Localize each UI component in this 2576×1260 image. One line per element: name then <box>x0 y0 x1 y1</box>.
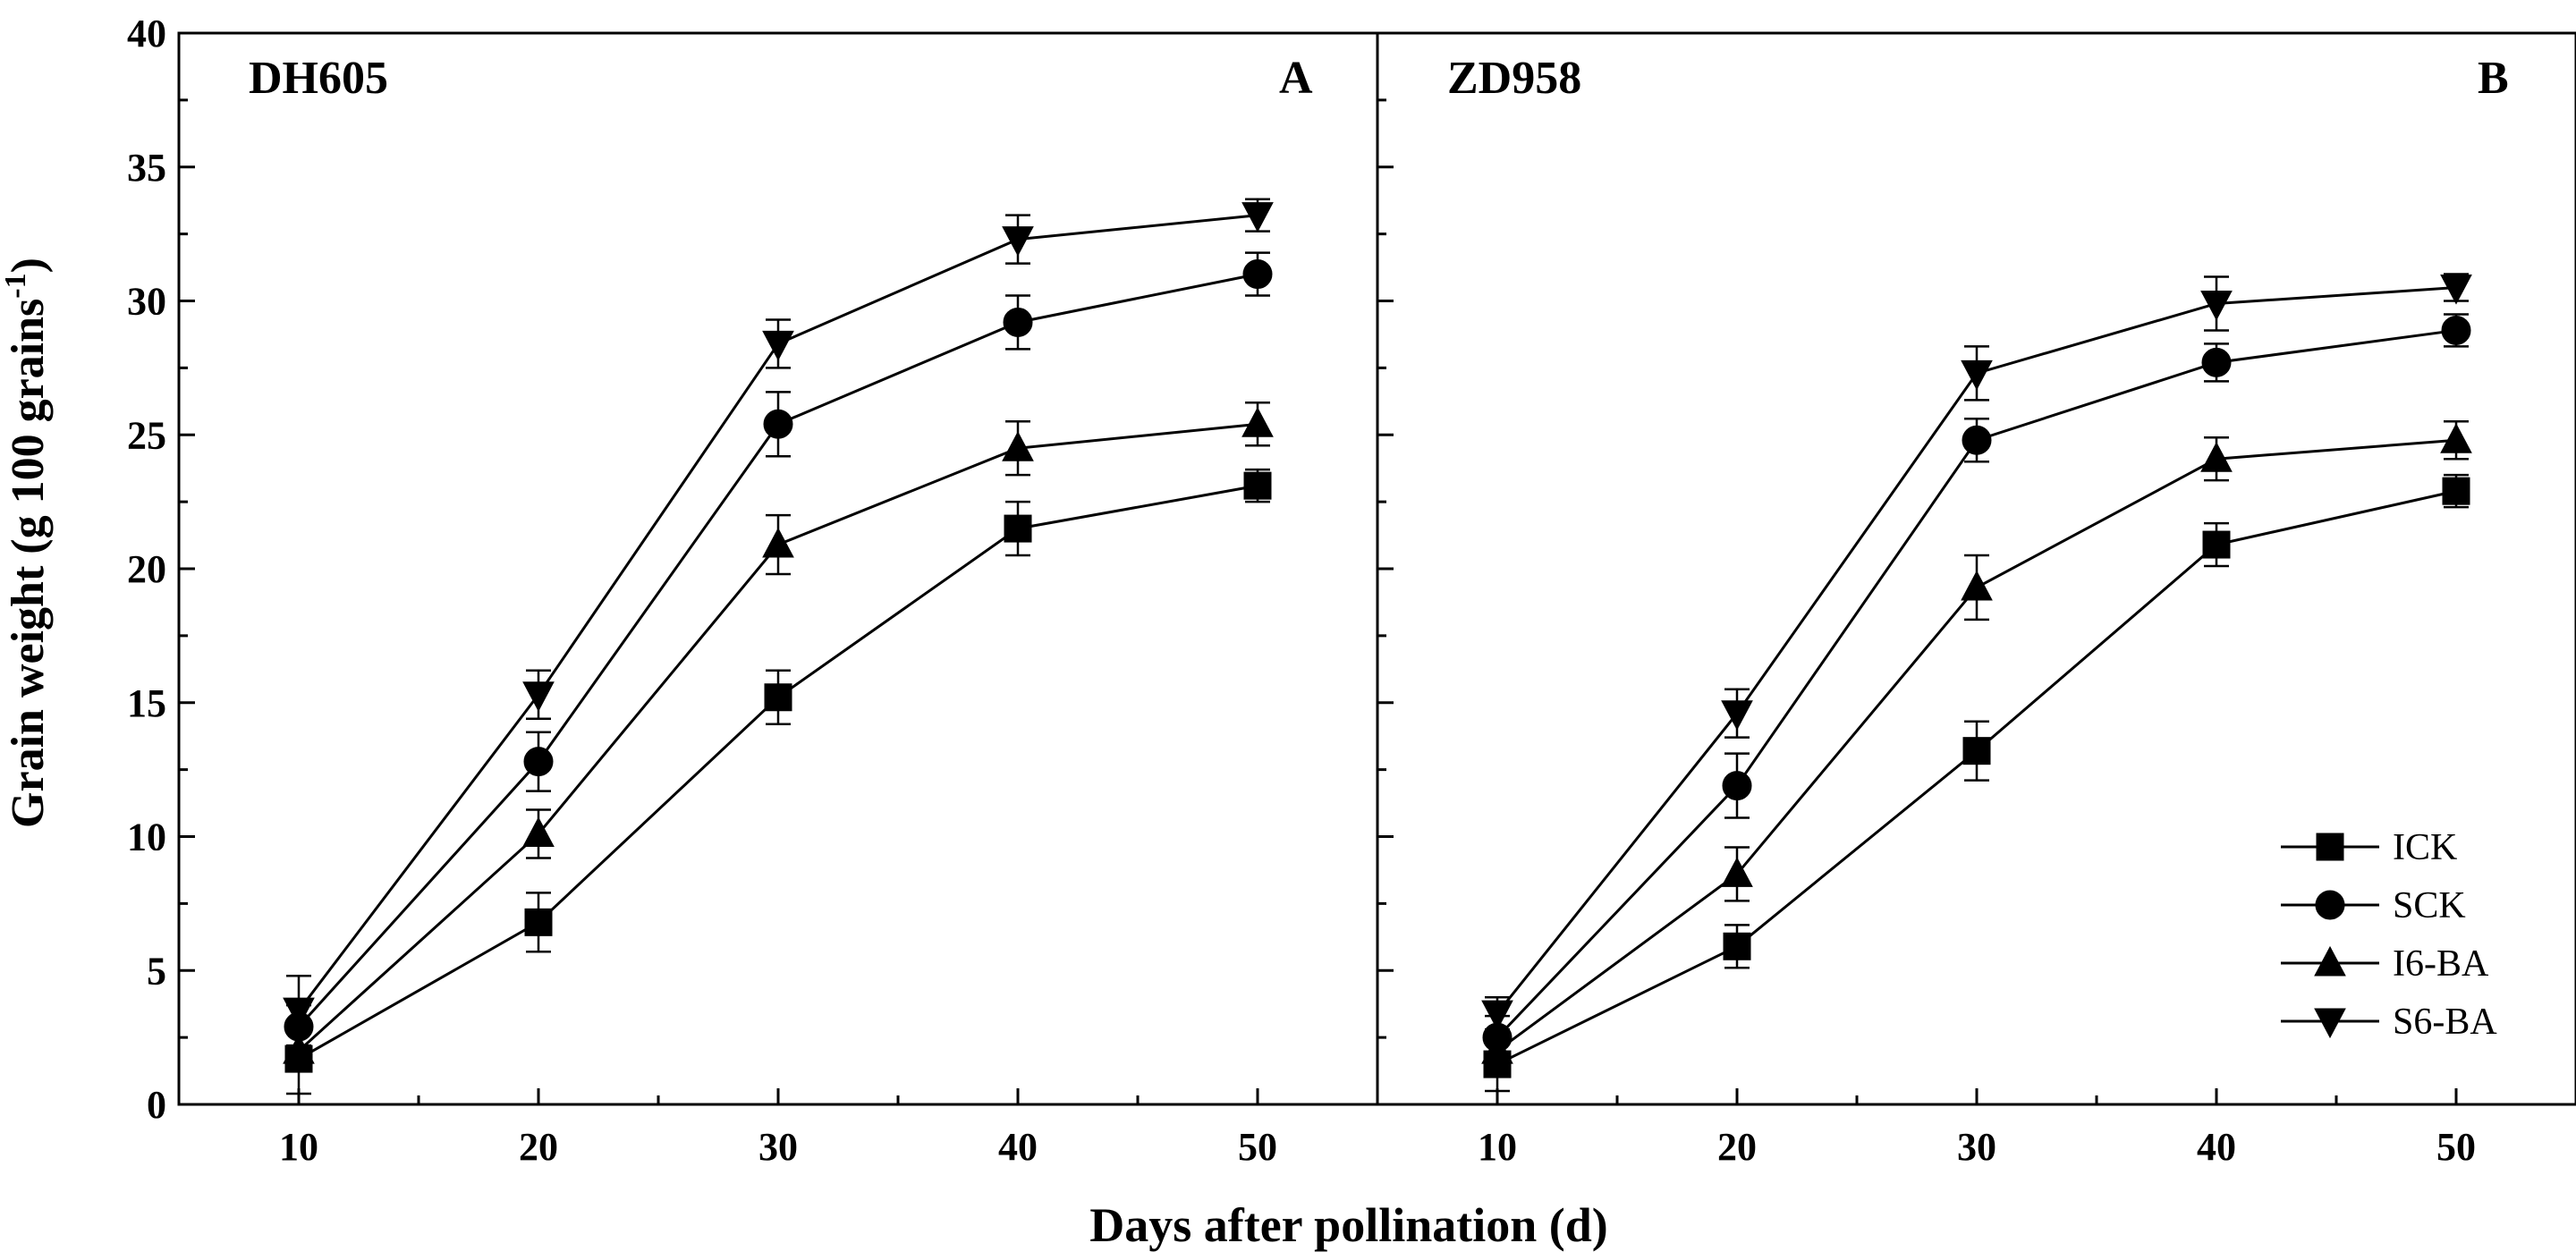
axis-ticks <box>179 31 2458 1106</box>
y-tick-label: 10 <box>127 816 166 859</box>
data-point <box>522 681 555 712</box>
data-point <box>2201 347 2232 377</box>
labels-layer: 0 5 10 15 20 25 30 35 40 10 20 30 40 50 DH605 A 10 20 30 40… <box>127 12 2509 1169</box>
data-point <box>1481 1000 1513 1031</box>
legend-item-i6-ba: I6-BA <box>2281 943 2489 985</box>
y-tick-label: 25 <box>127 413 166 457</box>
data-point <box>2442 477 2470 505</box>
data-point <box>1961 359 1993 391</box>
legend-marker <box>2314 945 2346 977</box>
data-point <box>1243 471 1272 500</box>
data-point <box>1962 737 1991 765</box>
data-point <box>283 1034 315 1064</box>
y-tick-label: 20 <box>127 547 166 591</box>
x-axis-label: Days after pollination (d) <box>1089 1198 1608 1252</box>
panel-title: DH605 <box>249 53 388 104</box>
panel-letter: B <box>2478 53 2509 104</box>
series-layer <box>283 198 2472 1095</box>
data-point <box>1241 407 1274 437</box>
data-point <box>762 527 794 558</box>
legend-label: SCK <box>2393 885 2466 926</box>
data-point <box>2441 315 2471 345</box>
data-point <box>1721 700 1753 731</box>
x-tick-label: 50 <box>2436 1125 2476 1169</box>
series-s6-ba <box>283 198 1274 1047</box>
x-tick-label: 10 <box>279 1125 318 1169</box>
legend-marker <box>2315 890 2345 920</box>
data-point <box>283 997 315 1028</box>
legend: ICK SCK I6-BA S6-BA <box>2281 827 2497 1043</box>
data-point <box>1721 857 1753 887</box>
x-tick-label: 40 <box>998 1125 1038 1169</box>
y-axis-label: Grain weight (g 100 grains-1) <box>0 258 54 828</box>
data-point <box>1962 425 1992 455</box>
panel-letter: A <box>1279 53 1313 104</box>
series-s6-ba <box>1481 273 2472 1031</box>
data-point <box>1723 932 1751 960</box>
data-point <box>1481 1034 1513 1064</box>
data-point <box>1002 226 1034 257</box>
data-point <box>2440 275 2472 305</box>
x-tick-label: 30 <box>758 1125 798 1169</box>
legend-item-sck: SCK <box>2281 885 2466 926</box>
data-point <box>762 330 794 361</box>
data-point <box>524 908 553 936</box>
data-point <box>764 683 792 712</box>
data-point <box>2200 290 2233 321</box>
data-point <box>2202 530 2231 559</box>
legend-marker <box>2314 1008 2346 1039</box>
y-tick-label: 15 <box>127 681 166 725</box>
y-tick-label: 35 <box>127 146 166 190</box>
y-tick-label: 0 <box>147 1083 166 1127</box>
panel-title: ZD958 <box>1447 53 1581 104</box>
data-point <box>2440 423 2472 453</box>
data-point <box>1004 514 1032 543</box>
data-point <box>1722 771 1752 801</box>
y-tick-label: 30 <box>127 280 166 324</box>
x-tick-label: 30 <box>1957 1125 1996 1169</box>
data-point <box>523 747 554 777</box>
x-tick-label: 50 <box>1238 1125 1277 1169</box>
data-point <box>1002 431 1034 461</box>
data-point <box>522 816 555 848</box>
legend-label: S6-BA <box>2393 1002 2497 1043</box>
data-point <box>1241 202 1274 233</box>
series-sck <box>284 251 1273 1050</box>
data-point <box>1003 307 1033 337</box>
series-line <box>297 273 1258 1028</box>
legend-label: I6-BA <box>2393 943 2489 985</box>
legend-item-ick: ICK <box>2281 827 2457 868</box>
data-point <box>2200 442 2233 472</box>
x-tick-label: 20 <box>519 1125 558 1169</box>
data-point <box>1961 570 1993 601</box>
series-i6-ba <box>283 402 1274 1071</box>
data-point <box>1242 259 1273 290</box>
data-point <box>763 409 793 439</box>
series-sck <box>1482 313 2471 1061</box>
x-tick-label: 10 <box>1478 1125 1517 1169</box>
x-tick-label: 40 <box>2197 1125 2236 1169</box>
legend-item-s6-ba: S6-BA <box>2281 1002 2497 1043</box>
series-i6-ba <box>1481 420 2472 1071</box>
x-tick-label: 20 <box>1717 1125 1757 1169</box>
y-tick-label: 5 <box>147 949 166 993</box>
y-tick-label: 40 <box>127 12 166 55</box>
legend-label: ICK <box>2393 827 2457 868</box>
legend-marker <box>2316 833 2344 861</box>
